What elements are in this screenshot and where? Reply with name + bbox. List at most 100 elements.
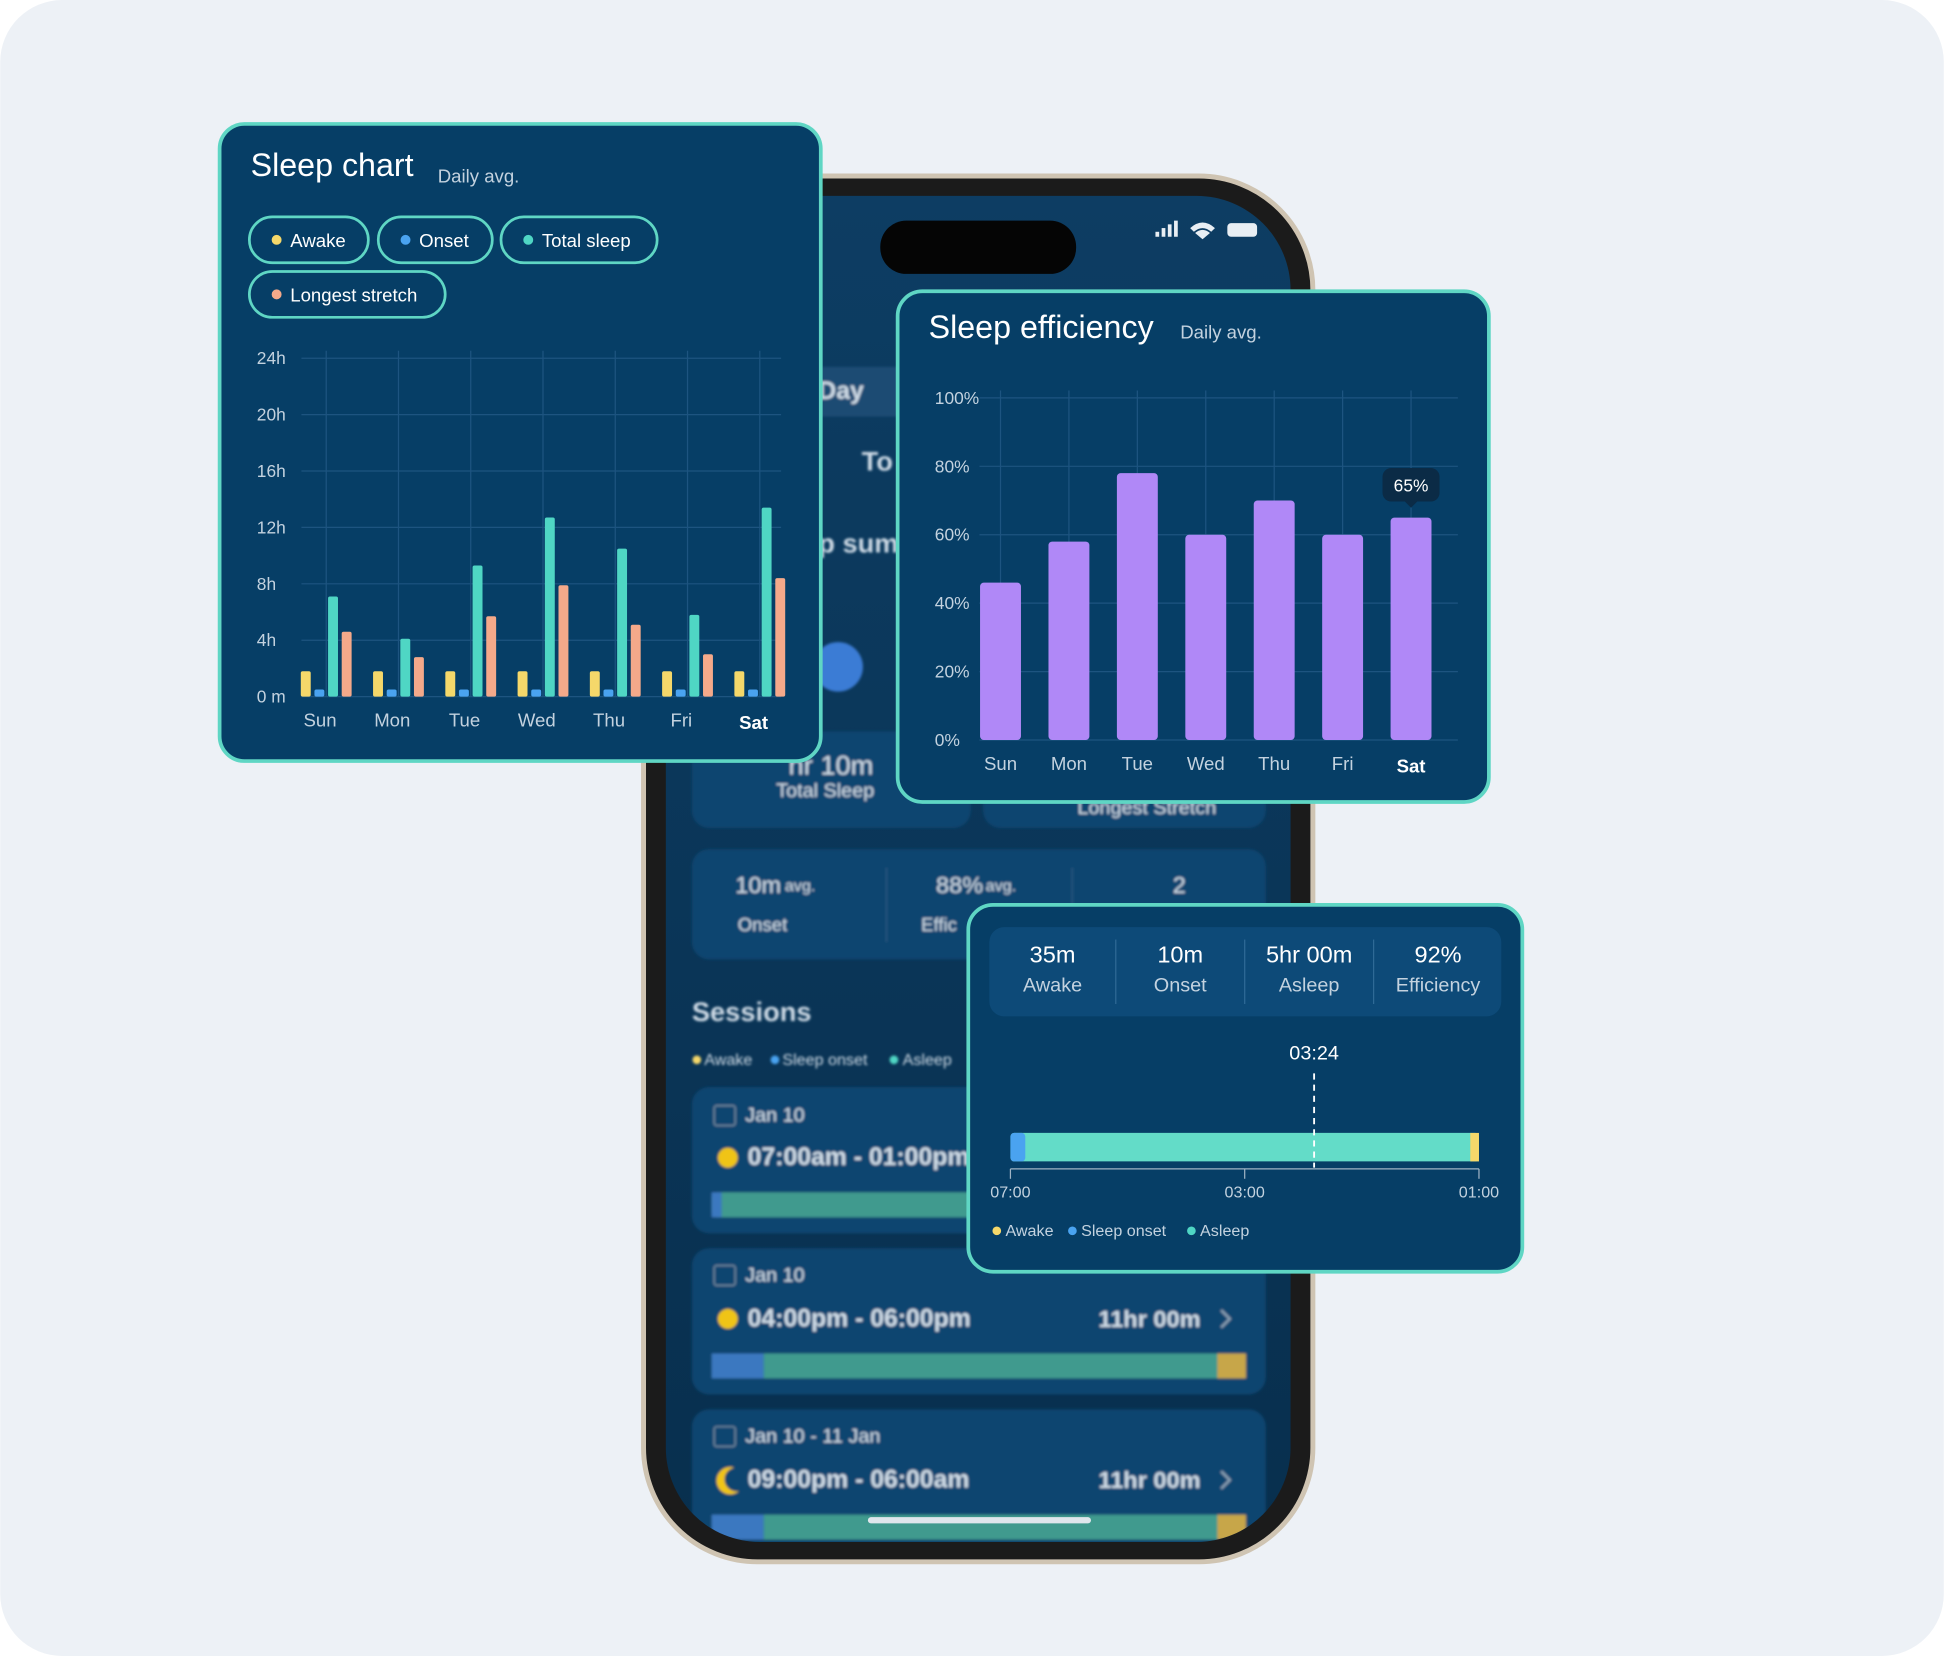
bar <box>980 582 1021 740</box>
stat-label: Awake <box>1023 974 1082 996</box>
stat-value: 88% <box>936 872 983 898</box>
legend-dot <box>692 1055 702 1065</box>
bar <box>300 671 311 697</box>
bar <box>558 585 569 697</box>
y-tick-label: 20h <box>257 405 286 425</box>
bar <box>472 565 483 697</box>
x-tick-label: Fri <box>670 710 692 731</box>
bar <box>544 517 555 697</box>
stat-value: 35m <box>1030 941 1076 967</box>
legend-dot <box>992 1226 1002 1236</box>
bar <box>662 671 673 697</box>
timeline-onset <box>1010 1132 1026 1162</box>
legend-dot <box>770 1055 780 1065</box>
bar <box>589 671 600 697</box>
legend-label: Asleep <box>903 1051 952 1069</box>
legend-label: Asleep <box>1200 1222 1249 1240</box>
legend-label: Awake <box>704 1051 752 1069</box>
x-tick-label: Sat <box>739 712 768 733</box>
y-tick-label: 4h <box>257 630 276 650</box>
bar <box>617 548 628 697</box>
calendar-icon <box>713 1105 736 1127</box>
chart-title: Sleep chart <box>251 147 414 183</box>
session-duration: 11hr 00m <box>1098 1467 1200 1493</box>
session-bar-onset <box>711 1353 764 1379</box>
x-tick-label: Thu <box>1258 753 1290 774</box>
bar <box>413 657 424 697</box>
timeline-awake <box>1470 1132 1479 1162</box>
y-tick-label: 12h <box>257 517 286 537</box>
bar <box>531 689 542 697</box>
y-tick-label: 80% <box>935 456 970 476</box>
bar <box>1116 473 1158 740</box>
legend-dot <box>400 234 411 245</box>
bar <box>734 671 745 697</box>
bar <box>689 614 700 697</box>
tooltip-pointer <box>1404 501 1418 508</box>
value-label: 65% <box>1394 475 1429 495</box>
legend-dot <box>889 1055 899 1065</box>
x-tick-label: Sat <box>1397 756 1426 777</box>
bar <box>517 671 528 697</box>
time-marker-label: 03:24 <box>1289 1043 1339 1065</box>
stat-value: 92% <box>1414 941 1461 967</box>
calendar-icon <box>713 1264 736 1287</box>
chevron[interactable] <box>1220 1470 1232 1490</box>
stat-unit: avg. <box>785 877 815 895</box>
bar <box>1253 500 1295 740</box>
x-tick-label: Fri <box>1332 753 1354 774</box>
stat-value: 10m <box>1157 941 1203 967</box>
timeline-label: 07:00 <box>990 1183 1030 1201</box>
stat-value: 10m <box>735 872 781 898</box>
legend-pill <box>376 215 494 265</box>
status-icons <box>1155 220 1258 240</box>
legend-pill <box>499 215 659 265</box>
bar <box>703 654 713 697</box>
legend-pill <box>247 215 370 265</box>
tab-label: Day <box>818 378 864 405</box>
x-tick-label: Wed <box>1187 753 1225 774</box>
session-duration: 11hr 00m <box>1098 1306 1200 1332</box>
heading: To <box>862 446 893 477</box>
chevron[interactable] <box>1220 1309 1232 1329</box>
bar <box>630 624 641 697</box>
total-sleep-label: Total Sleep <box>776 780 874 802</box>
bar <box>1185 534 1227 740</box>
session-time: 09:00pm - 06:00am <box>748 1466 970 1493</box>
bar <box>1390 517 1432 740</box>
sessions-title: Sessions <box>692 996 812 1027</box>
stat-value: 2 <box>1173 872 1186 898</box>
bar <box>1048 541 1090 740</box>
sleep-efficiency-panel: Sleep efficiency Daily avg. 0% 20% 40% 60% 8… <box>895 289 1491 804</box>
stat-label: Asleep <box>1279 974 1340 996</box>
tooltip <box>1382 468 1440 502</box>
bar <box>675 689 686 697</box>
legend-label: Longest stretch <box>290 285 417 306</box>
sleep-chart-panel: Sleep chart Daily avg. 0 m 4h 8h 12h 16h 20h 2… <box>217 122 823 763</box>
sleep-icon <box>813 642 863 692</box>
bar <box>328 596 338 697</box>
stat-unit: avg. <box>986 877 1016 895</box>
session-bar-onset <box>711 1192 722 1218</box>
legend-label: Sleep onset <box>1081 1222 1167 1240</box>
legend-dot <box>523 234 534 245</box>
stat-label: Onset <box>1154 974 1207 996</box>
bar <box>458 689 469 697</box>
bar <box>486 616 497 697</box>
x-tick-label: Tue <box>1122 753 1153 774</box>
y-tick-label: 20% <box>935 662 970 682</box>
x-tick-label: Mon <box>1051 753 1087 774</box>
bar <box>314 689 325 697</box>
bar <box>775 578 786 697</box>
legend-dot <box>1068 1226 1077 1236</box>
x-tick-label: Sun <box>984 753 1017 774</box>
session-bar <box>763 1353 1218 1379</box>
bar <box>400 638 411 697</box>
tab <box>805 366 906 417</box>
legend-dot <box>271 289 282 300</box>
session-date: Jan 10 - 11 Jan <box>745 1426 880 1448</box>
legend-label: Awake <box>290 230 345 251</box>
bar <box>341 631 352 697</box>
chart-subtitle: Daily avg. <box>1180 322 1262 343</box>
calendar-icon <box>713 1426 736 1448</box>
